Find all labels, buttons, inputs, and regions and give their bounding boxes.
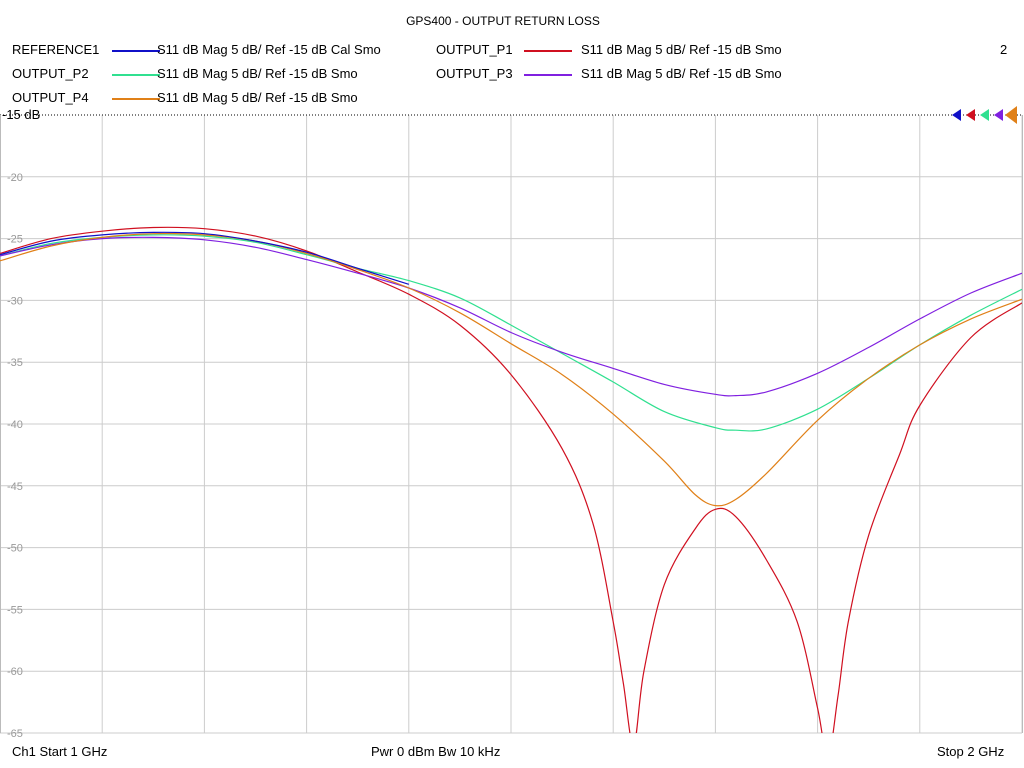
y-tick-label: -40 <box>7 419 23 431</box>
y-tick-label: -15 dB <box>2 107 40 122</box>
legend-swatch <box>524 74 572 76</box>
legend-description: S11 dB Mag 5 dB/ Ref -15 dB Smo <box>157 90 358 105</box>
ref-marker-output-p2 <box>980 109 989 121</box>
legend-label: OUTPUT_P1 <box>436 42 513 57</box>
legend-item-output-p3[interactable]: OUTPUT_P3 S11 dB Mag 5 dB/ Ref -15 dB Sm… <box>436 66 836 84</box>
stop-frequency: Stop 2 GHz <box>937 744 1005 759</box>
trace-reference1 <box>0 231 409 285</box>
legend-item-output-p1[interactable]: OUTPUT_P1 S11 dB Mag 5 dB/ Ref -15 dB Sm… <box>436 42 836 60</box>
channel-page-number: 2 <box>1000 42 1008 57</box>
ref-marker-output-p1 <box>966 109 975 121</box>
legend-item-output-p4[interactable]: OUTPUT_P4 S11 dB Mag 5 dB/ Ref -15 dB Sm… <box>12 90 432 108</box>
traces <box>0 226 1022 733</box>
legend-description: S11 dB Mag 5 dB/ Ref -15 dB Smo <box>157 66 358 81</box>
trace-output-p4 <box>0 232 1022 507</box>
y-tick-label: -25 <box>7 234 23 246</box>
legend-label: OUTPUT_P4 <box>12 90 89 105</box>
trace-output-p3 <box>0 236 1022 397</box>
y-tick-label: -45 <box>7 481 23 493</box>
legend-description: S11 dB Mag 5 dB/ Ref -15 dB Cal Smo <box>157 42 381 57</box>
y-tick-label: -60 <box>7 666 23 678</box>
y-tick-label: -50 <box>7 543 23 555</box>
legend-swatch <box>112 74 160 76</box>
legend-swatch <box>524 50 572 52</box>
start-frequency: Ch1 Start 1 GHz <box>12 744 108 759</box>
ref-marker-output-p3 <box>994 109 1003 121</box>
legend-swatch <box>112 98 160 100</box>
legend-item-output-p2[interactable]: OUTPUT_P2 S11 dB Mag 5 dB/ Ref -15 dB Sm… <box>12 66 432 84</box>
chart-title: GPS400 - OUTPUT RETURN LOSS <box>406 14 600 28</box>
legend-label: OUTPUT_P2 <box>12 66 89 81</box>
legend-item-reference1[interactable]: REFERENCE1 S11 dB Mag 5 dB/ Ref -15 dB C… <box>12 42 432 60</box>
y-tick-label: -55 <box>7 604 23 616</box>
ref-marker-output-p4 <box>1005 106 1017 124</box>
y-tick-label: -30 <box>7 295 23 307</box>
ref-marker-reference1 <box>952 109 961 121</box>
legend-label: OUTPUT_P3 <box>436 66 513 81</box>
legend-description: S11 dB Mag 5 dB/ Ref -15 dB Smo <box>581 42 782 57</box>
legend-description: S11 dB Mag 5 dB/ Ref -15 dB Smo <box>581 66 782 81</box>
y-tick-label: -20 <box>7 172 23 184</box>
y-tick-label: -65 <box>7 728 23 740</box>
trace-output-p2 <box>0 234 1022 432</box>
legend-label: REFERENCE1 <box>12 42 100 57</box>
power-bandwidth: Pwr 0 dBm Bw 10 kHz <box>371 744 501 759</box>
trace-output-p1 <box>0 226 1022 733</box>
legend-swatch <box>112 50 160 52</box>
y-tick-label: -35 <box>7 357 23 369</box>
